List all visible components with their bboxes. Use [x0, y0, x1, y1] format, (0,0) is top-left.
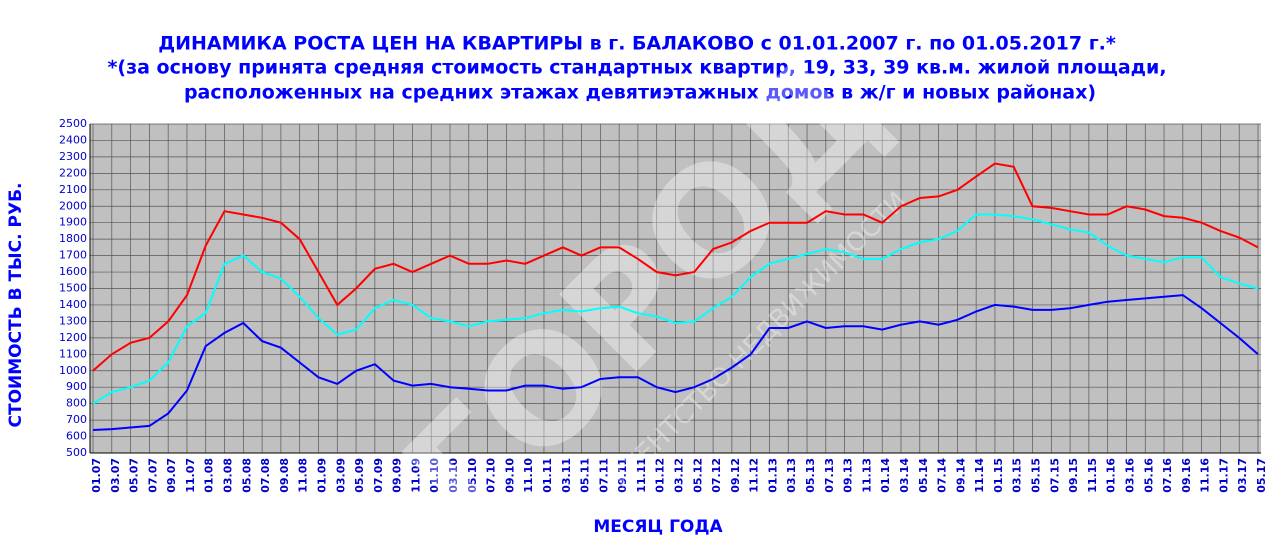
- x-tick-label: 01.12: [654, 458, 667, 493]
- x-tick-label: 11.10: [522, 458, 535, 493]
- y-tick-label: 500: [66, 446, 87, 459]
- x-tick-label: 01.09: [315, 458, 328, 493]
- y-tick-label: 2100: [59, 183, 87, 196]
- x-tick-label: 05.12: [691, 458, 704, 493]
- x-tick-label: 07.13: [823, 458, 836, 493]
- x-tick-label: 03.09: [334, 458, 347, 493]
- x-tick-label: 07.11: [597, 458, 610, 493]
- x-tick-label: 11.12: [748, 458, 761, 493]
- x-tick-label: 01.11: [541, 458, 554, 493]
- series-line: [92, 213, 1259, 405]
- x-tick-label: 05.14: [917, 458, 930, 493]
- y-tick-label: 600: [66, 430, 87, 443]
- x-tick-label: 07.09: [372, 458, 385, 493]
- x-tick-label: 11.11: [635, 458, 648, 493]
- x-tick-label: 09.11: [616, 458, 629, 493]
- x-axis-label: МЕСЯЦ ГОДА: [593, 517, 723, 537]
- x-tick-label: 09.07: [165, 458, 178, 493]
- x-tick-label: 11.08: [297, 458, 310, 493]
- x-tick-label: 05.17: [1255, 458, 1268, 493]
- y-tick-label: 2500: [59, 117, 87, 130]
- y-tick-label: 900: [66, 380, 87, 393]
- chart-subtitle: расположенных на средних этажах девятиэт…: [184, 82, 1096, 104]
- x-tick-label: 05.10: [466, 458, 479, 493]
- x-tick-label: 09.15: [1067, 458, 1080, 493]
- x-tick-label: 01.16: [1105, 458, 1118, 493]
- x-tick-label: 05.08: [240, 458, 253, 493]
- x-tick-label: 11.15: [1086, 458, 1099, 493]
- y-tick-label: 700: [66, 413, 87, 426]
- x-tick-label: 11.14: [973, 458, 986, 493]
- y-tick-label: 1400: [59, 298, 87, 311]
- y-tick-label: 2400: [59, 133, 87, 146]
- x-tick-label: 03.14: [898, 458, 911, 493]
- x-tick-label: 09.14: [954, 458, 967, 493]
- x-tick-label: 03.11: [560, 458, 573, 493]
- x-tick-label: 07.14: [936, 458, 949, 493]
- x-tick-label: 11.09: [409, 458, 422, 493]
- x-tick-label: 11.07: [184, 458, 197, 493]
- x-tick-label: 03.13: [785, 458, 798, 493]
- y-tick-label: 2000: [59, 199, 87, 212]
- x-tick-label: 05.11: [579, 458, 592, 493]
- x-tick-label: 11.13: [860, 458, 873, 493]
- x-tick-label: 09.13: [842, 458, 855, 493]
- chart-subtitle: *(за основу принята средняя стоимость ст…: [107, 57, 1166, 79]
- x-tick-label: 07.12: [710, 458, 723, 493]
- series-line: [92, 162, 1259, 372]
- x-tick-label: 03.15: [1011, 458, 1024, 493]
- y-tick-label: 1700: [59, 249, 87, 262]
- y-tick-label: 1100: [59, 347, 87, 360]
- chart-title: ДИНАМИКА РОСТА ЦЕН НА КВАРТИРЫ в г. БАЛА…: [158, 33, 1116, 55]
- y-tick-label: 1900: [59, 216, 87, 229]
- x-tick-label: 05.15: [1030, 458, 1043, 493]
- y-tick-label: 2200: [59, 166, 87, 179]
- x-tick-label: 07.10: [485, 458, 498, 493]
- x-tick-label: 07.08: [259, 458, 272, 493]
- x-tick-label: 03.08: [222, 458, 235, 493]
- x-tick-label: 01.07: [90, 458, 103, 493]
- y-axis-label: СТОИМОСТЬ В ТЫС. РУБ.: [6, 183, 26, 428]
- x-tick-label: 01.17: [1217, 458, 1230, 493]
- x-tick-label: 01.08: [203, 458, 216, 493]
- x-tick-label: 07.07: [146, 458, 159, 493]
- x-tick-label: 01.15: [992, 458, 1005, 493]
- x-tick-label: 07.15: [1048, 458, 1061, 493]
- x-tick-label: 09.08: [278, 458, 291, 493]
- y-tick-label: 800: [66, 397, 87, 410]
- x-tick-label: 05.16: [1142, 458, 1155, 493]
- x-tick-label: 03.10: [447, 458, 460, 493]
- x-tick-label: 03.16: [1123, 458, 1136, 493]
- x-tick-label: 03.17: [1236, 458, 1249, 493]
- x-tick-label: 05.13: [804, 458, 817, 493]
- x-tick-label: 09.12: [729, 458, 742, 493]
- x-tick-label: 03.07: [109, 458, 122, 493]
- x-tick-label: 03.12: [673, 458, 686, 493]
- x-tick-label: 01.10: [428, 458, 441, 493]
- x-tick-label: 09.10: [503, 458, 516, 493]
- y-tick-label: 2300: [59, 150, 87, 163]
- x-tick-label: 01.13: [766, 458, 779, 493]
- y-tick-label: 1300: [59, 314, 87, 327]
- x-tick-label: 09.09: [391, 458, 404, 493]
- y-tick-label: 1600: [59, 265, 87, 278]
- y-tick-label: 1000: [59, 364, 87, 377]
- x-tick-label: 09.16: [1180, 458, 1193, 493]
- y-tick-label: 1500: [59, 282, 87, 295]
- x-tick-label: 05.07: [128, 458, 141, 493]
- x-tick-label: 01.14: [879, 458, 892, 493]
- series-line: [92, 294, 1259, 431]
- x-tick-label: 05.09: [353, 458, 366, 493]
- y-tick-label: 1800: [59, 232, 87, 245]
- x-tick-label: 07.16: [1161, 458, 1174, 493]
- x-tick-label: 11.16: [1199, 458, 1212, 493]
- y-tick-label: 1200: [59, 331, 87, 344]
